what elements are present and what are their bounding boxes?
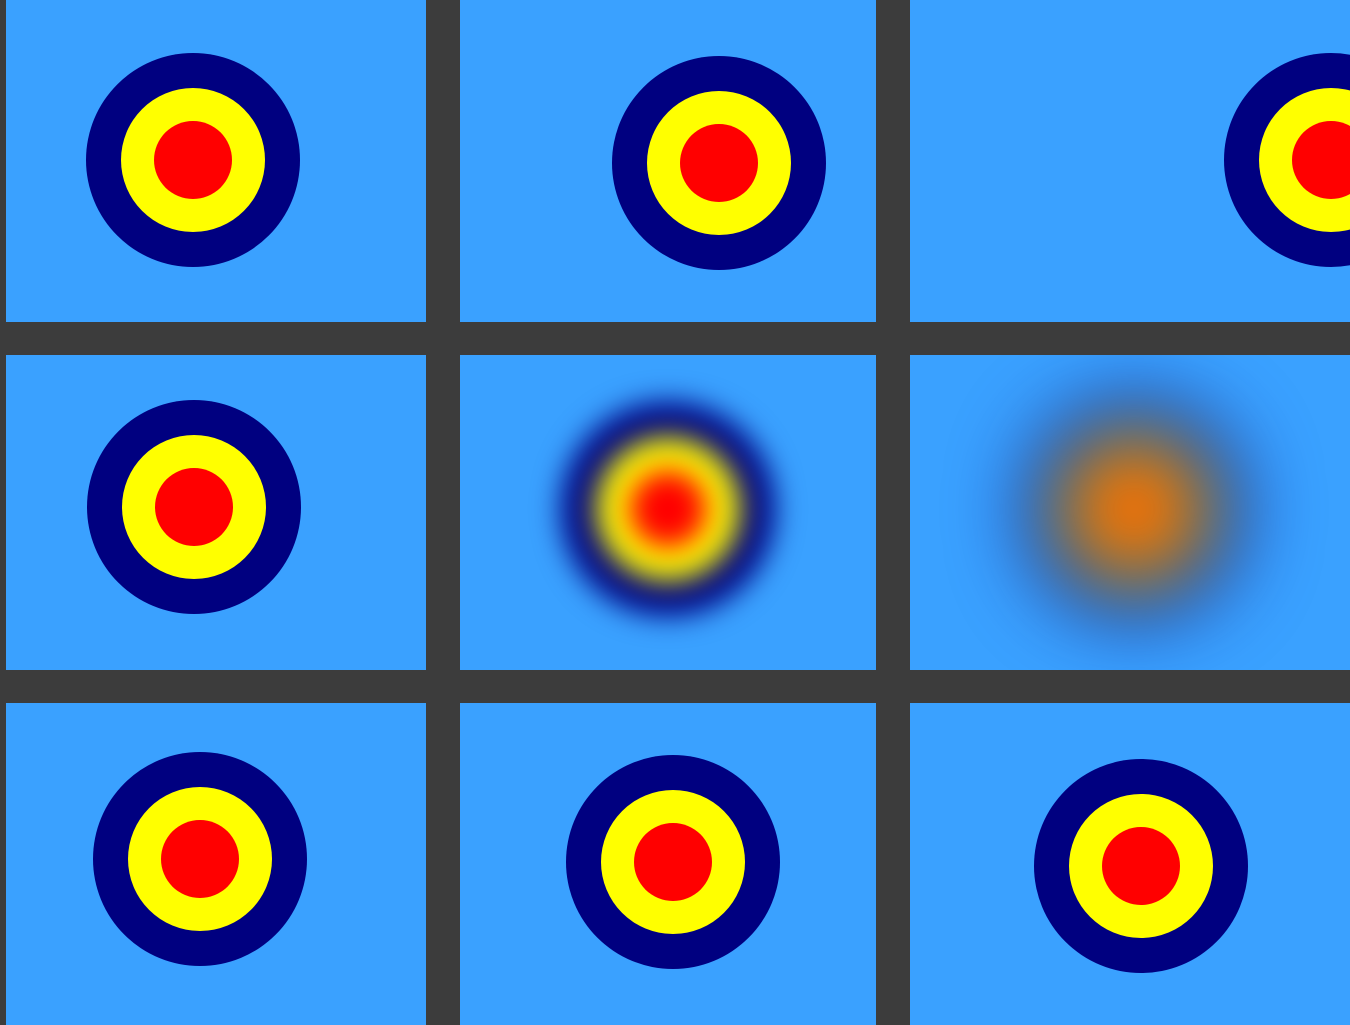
panel-r1c3 (910, 0, 1350, 322)
target-icon (86, 53, 300, 267)
target-icon (566, 755, 780, 969)
panel-r2c1 (6, 355, 426, 670)
panel-r2c3 (910, 355, 1350, 670)
target-bullseye (1292, 121, 1350, 199)
panel-r1c1 (6, 0, 426, 322)
target-icon (612, 56, 826, 270)
target-bullseye (155, 468, 233, 546)
target-bullseye (1095, 470, 1173, 548)
target-bullseye (154, 121, 232, 199)
target-icon (87, 400, 301, 614)
target-bullseye (161, 820, 239, 898)
panel-r3c1 (6, 703, 426, 1025)
panel-r1c2 (460, 0, 876, 322)
panel-r3c2 (460, 703, 876, 1025)
panel-r3c3 (910, 703, 1350, 1025)
target-bullseye (634, 823, 712, 901)
target-bullseye (1102, 827, 1180, 905)
target-bullseye (629, 470, 707, 548)
target-icon (1034, 759, 1248, 973)
panel-r2c2 (460, 355, 876, 670)
target-icon (93, 752, 307, 966)
target-icon-heavily-blurred (1027, 402, 1241, 616)
target-bullseye (680, 124, 758, 202)
target-icon-blurred (561, 402, 775, 616)
target-icon (1224, 53, 1350, 267)
